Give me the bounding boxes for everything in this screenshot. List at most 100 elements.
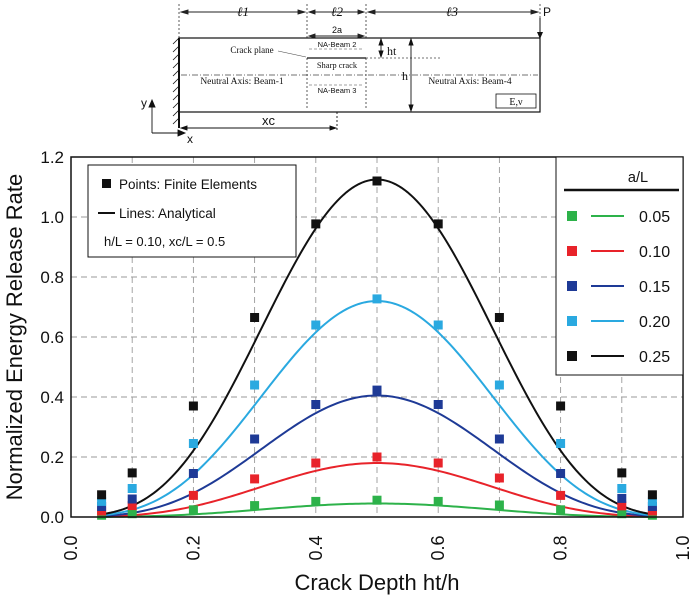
fe-point-0.25 — [127, 468, 137, 478]
fe-point-0.05 — [311, 496, 321, 506]
beam-schematic: ℓ1 ℓ2 ℓ3 2a P Crack p — [141, 4, 551, 146]
legend-marker-0.10 — [567, 246, 577, 256]
fe-point-0.10 — [617, 501, 627, 511]
y-tick-label: 0.2 — [40, 448, 64, 467]
fe-point-0.25 — [372, 176, 382, 186]
fe-point-0.15 — [556, 469, 566, 478]
legend-label-0.25: 0.25 — [639, 349, 670, 366]
y-tick-label: 0.8 — [40, 268, 64, 287]
fe-point-0.15 — [188, 469, 198, 478]
fe-point-0.20 — [188, 439, 198, 448]
fe-point-0.15 — [97, 502, 107, 511]
legend-params-text: h/L = 0.10, xc/L = 0.5 — [104, 234, 225, 249]
y-tick-label: 0.4 — [40, 388, 64, 407]
fe-point-0.20 — [250, 380, 260, 390]
crack-plane-label: Crack plane — [230, 45, 273, 55]
x-tick-label: 0.0 — [61, 535, 81, 560]
fe-point-0.05 — [617, 509, 627, 519]
y-tick-label: 0.6 — [40, 328, 64, 347]
legend-marker-0.15 — [567, 281, 577, 291]
fe-point-0.10 — [250, 474, 260, 484]
fe-point-0.05 — [188, 505, 198, 515]
fe-point-0.10 — [311, 458, 321, 468]
fe-point-0.15 — [617, 493, 627, 503]
legend-a-over-l: a/L 0.05 0.10 0.15 0.20 0.25 — [555, 156, 684, 376]
x-tick-labels: 0.0 0.2 0.4 0.6 0.8 1.0 — [61, 535, 693, 560]
fe-point-0.05 — [127, 509, 137, 519]
fe-point-0.15 — [433, 400, 443, 409]
x-tick-label: 0.8 — [551, 535, 571, 560]
l3-label: ℓ3 — [446, 4, 458, 19]
x-tick-label: 0.4 — [306, 535, 326, 560]
legend-label-0.10: 0.10 — [639, 244, 670, 261]
legend-label-0.15: 0.15 — [639, 279, 670, 296]
fe-point-0.10 — [556, 490, 566, 500]
load-p-label: P — [543, 5, 551, 19]
l1-label: ℓ1 — [237, 4, 249, 19]
fe-point-0.20 — [647, 496, 657, 506]
y-axis-letter: y — [141, 96, 147, 110]
fe-point-0.25 — [617, 468, 627, 478]
fe-point-0.15 — [647, 502, 657, 511]
legend-method: Points: Finite Elements Lines: Analytica… — [87, 164, 297, 258]
fe-point-0.15 — [311, 400, 321, 409]
y-tick-label: 1.2 — [40, 148, 64, 167]
fe-point-0.25 — [647, 490, 657, 500]
h-label: h — [402, 69, 408, 83]
fe-point-0.10 — [433, 458, 443, 468]
fe-point-0.10 — [127, 501, 137, 511]
fe-point-0.20 — [97, 496, 107, 506]
fe-point-0.20 — [556, 439, 566, 448]
legend-marker-0.25 — [567, 351, 577, 361]
legend-marker-0.20 — [567, 316, 577, 326]
y-tick-label: 1.0 — [40, 208, 64, 227]
x-tick-label: 0.2 — [183, 535, 203, 560]
fe-point-0.20 — [494, 380, 504, 390]
material-label: E,ν — [509, 97, 523, 108]
na-beam4-label: Neutral Axis: Beam-4 — [428, 77, 512, 87]
legend-point-marker — [102, 179, 111, 188]
fe-point-0.15 — [494, 434, 504, 444]
fe-point-0.20 — [127, 484, 137, 493]
fe-point-0.20 — [372, 294, 382, 304]
ht-label: ht — [387, 44, 397, 58]
two-a-label: 2a — [332, 25, 342, 35]
legend-entries: 0.05 0.10 0.15 0.20 0.25 — [567, 209, 670, 366]
x-tick-label: 1.0 — [673, 535, 693, 560]
legend-label-0.20: 0.20 — [639, 314, 670, 331]
fe-point-0.15 — [127, 494, 137, 504]
fe-point-0.10 — [494, 473, 504, 483]
na-beam1-label: Neutral Axis: Beam-1 — [200, 77, 284, 87]
fe-point-0.10 — [188, 490, 198, 500]
l2-label: ℓ2 — [331, 4, 343, 19]
fe-points — [97, 176, 657, 520]
fe-point-0.05 — [494, 500, 504, 510]
legend-label-0.05: 0.05 — [639, 209, 670, 226]
legend-title: a/L — [628, 170, 648, 186]
x-axis-label: Crack Depth ht/h — [294, 570, 459, 595]
fe-point-0.20 — [617, 484, 627, 493]
na-beam3-label: NA-Beam 3 — [318, 86, 357, 95]
fe-point-0.10 — [372, 452, 382, 462]
x-axis-letter: x — [187, 132, 193, 146]
fe-point-0.05 — [433, 496, 443, 506]
legend-points-text: Points: Finite Elements — [119, 177, 257, 192]
legend-marker-0.05 — [567, 211, 577, 221]
fe-point-0.05 — [556, 505, 566, 515]
sharp-crack-label: Sharp crack — [317, 60, 358, 70]
fe-point-0.15 — [372, 385, 382, 395]
fe-point-0.15 — [250, 434, 260, 444]
fe-point-0.05 — [250, 501, 260, 511]
fe-point-0.05 — [372, 495, 382, 505]
xc-label: xc — [262, 113, 276, 128]
y-tick-label: 0.0 — [40, 508, 64, 527]
x-tick-label: 0.6 — [428, 535, 448, 560]
legend-lines-text: Lines: Analytical — [119, 206, 216, 221]
fe-point-0.25 — [311, 219, 321, 229]
y-tick-labels: 0.0 0.2 0.4 0.6 0.8 1.0 1.2 — [40, 148, 64, 527]
fe-point-0.25 — [188, 401, 198, 411]
y-axis-label: Normalized Energy Release Rate — [2, 174, 27, 501]
fe-point-0.25 — [494, 313, 504, 322]
fe-point-0.20 — [311, 320, 321, 330]
